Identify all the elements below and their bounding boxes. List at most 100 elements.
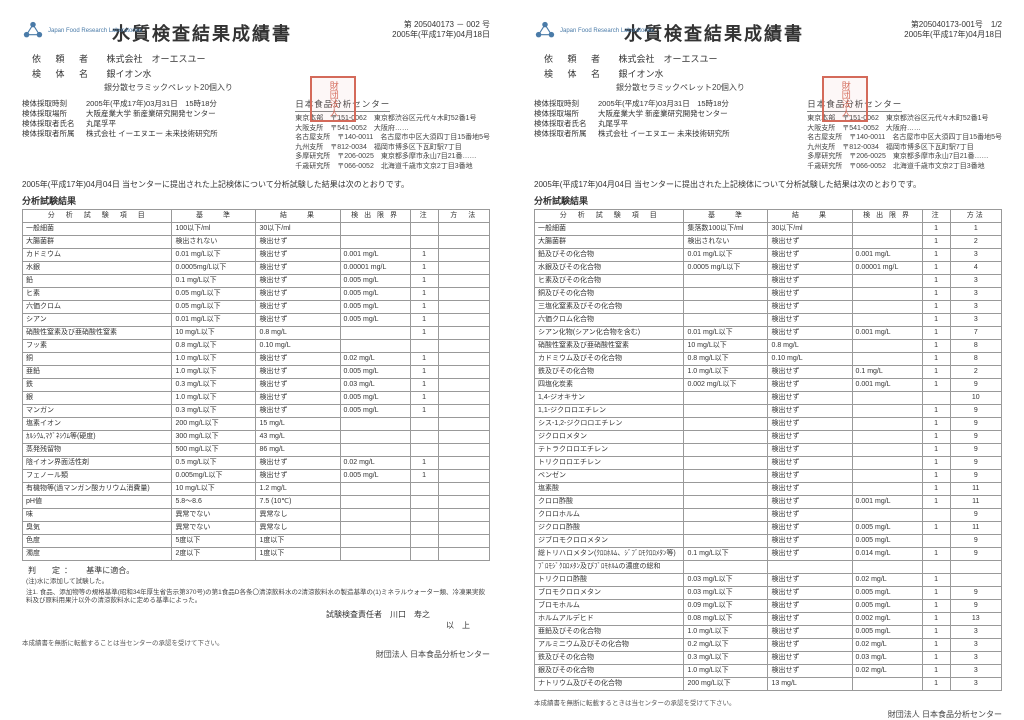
table-cell: 3 [950, 275, 1001, 288]
table-cell [410, 496, 438, 509]
table-cell: 検出せず [768, 327, 852, 340]
table-cell: 鉄及びその化合物 [535, 652, 684, 665]
table-cell: 3 [950, 314, 1001, 327]
table-cell: 9 [950, 535, 1001, 548]
table-cell: 検出せず [768, 483, 852, 496]
table-cell: 検出せず [768, 314, 852, 327]
table-row: pH値5.8～8.67.5 (10℃) [23, 496, 490, 509]
sample-label: 検 体 名 [32, 67, 104, 80]
table-cell [438, 483, 489, 496]
table-cell [340, 444, 410, 457]
table-cell: 1 [922, 301, 950, 314]
table-row: トリクロロエチレン検出せず19 [535, 457, 1002, 470]
table-cell [852, 392, 922, 405]
table-row: 六価クロム0.05 mg/L以下検出せず0.005 mg/L1 [23, 301, 490, 314]
table-cell: 0.005 mg/L [852, 587, 922, 600]
table-row: マンガン0.3 mg/L以下検出せず0.005 mg/L1 [23, 405, 490, 418]
sample-row: 検 体 名 銀イオン水 [544, 67, 1002, 80]
table-cell: 総トリハロメタン(ｸﾛﾛﾎﾙﾑ、ｼﾞﾌﾞﾛﾓｸﾛﾛﾒﾀﾝ等) [535, 548, 684, 561]
logo-text: Japan Food Research Laboratories [560, 28, 654, 35]
table-cell: カドミウム [23, 249, 172, 262]
table-row: 亜鉛1.0 mg/L以下検出せず0.005 mg/L1 [23, 366, 490, 379]
table-cell [438, 366, 489, 379]
table-cell: 0.005 mg/L [340, 405, 410, 418]
table-cell: 検出せず [768, 626, 852, 639]
table-cell: 1,4-ジオキサン [535, 392, 684, 405]
table-cell [410, 522, 438, 535]
table-cell: 異常でない [172, 522, 256, 535]
meta-key: 検体採取場所 [534, 109, 598, 119]
table-cell [852, 314, 922, 327]
table-cell: 1 [922, 613, 950, 626]
client-row: 依 頼 者 株式会社 オーエスユー [32, 52, 490, 65]
table-cell: 検出せず [768, 574, 852, 587]
address-line: 大阪支所 〒541-0052 大阪府…… [295, 124, 490, 133]
table-cell: 0.0005 mg/L以下 [684, 262, 768, 275]
footer-note: 本成績書を無断に転載することは当センターの承認を受けて下さい。 [22, 637, 490, 647]
intro-text: 2005年(平成17年)04月04日 当センターに提出された上記検体について分析… [534, 179, 1002, 190]
table-cell: 0.01 mg/L以下 [684, 249, 768, 262]
table-cell: 検出せず [768, 548, 852, 561]
table-row: 濁度2度以下1度以下 [23, 548, 490, 561]
table-cell: 鉛及びその化合物 [535, 249, 684, 262]
table-cell [852, 275, 922, 288]
certificate-sheet-2: Japan Food Research Laboratories 水質検査結果成… [520, 12, 1016, 660]
certificate-sheet-1: Japan Food Research Laboratories 水質検査結果成… [8, 12, 504, 660]
table-cell [684, 535, 768, 548]
table-cell: カドミウム及びその化合物 [535, 353, 684, 366]
table-cell [410, 236, 438, 249]
table-cell: 検出せず [768, 535, 852, 548]
table-cell [684, 444, 768, 457]
table-cell [922, 535, 950, 548]
address-line: 多摩研究所 〒206-0025 東京都多摩市永山7目21番…… [807, 152, 1002, 161]
table-cell [684, 496, 768, 509]
table-cell: 0.005 mg/L [340, 314, 410, 327]
table-cell: 1.0 mg/L以下 [172, 353, 256, 366]
table-cell: 1 [922, 548, 950, 561]
address-line: 千歳研究所 〒066-0052 北海道千歳市文京2丁目3番地 [807, 162, 1002, 171]
table-cell: ナトリウム及びその化合物 [535, 678, 684, 691]
table-cell [438, 444, 489, 457]
meta-left: 検体採取時刻2005年(平成17年)03月31日 15時18分検体採取場所大阪産… [22, 99, 218, 171]
footnote: (注)水に添加して試験した。 [26, 578, 490, 586]
table-cell [438, 262, 489, 275]
table-cell: 1.0 mg/L以下 [172, 392, 256, 405]
footer-note: 本成績書を無断に転載するときは当センターの承認を受けて下さい。 [534, 697, 1002, 707]
table-row: 三塩化窒素及びその化合物検出せず13 [535, 301, 1002, 314]
table-cell [438, 457, 489, 470]
table-row: 総トリハロメタン(ｸﾛﾛﾎﾙﾑ、ｼﾞﾌﾞﾛﾓｸﾛﾛﾒﾀﾝ等)0.1 mg/L以下… [535, 548, 1002, 561]
table-cell: 3 [950, 288, 1001, 301]
table-cell [852, 223, 922, 236]
table-cell: 検出せず [768, 652, 852, 665]
col-header: 方 法 [438, 210, 489, 223]
table-cell: 検出せず [256, 314, 340, 327]
table-cell [684, 314, 768, 327]
table-cell: 検出せず [768, 509, 852, 522]
table-cell: 0.0005mg/L以下 [172, 262, 256, 275]
table-cell [684, 470, 768, 483]
official-seal-icon: 財団法人 [822, 76, 868, 122]
table-cell [852, 418, 922, 431]
sample-value: 銀イオン水 [107, 69, 152, 79]
table-cell: 1.0 mg/L以下 [684, 366, 768, 379]
table-cell: 43 mg/L [256, 431, 340, 444]
table-cell: 5.8～8.6 [172, 496, 256, 509]
client-value: 株式会社 オーエスユー [619, 54, 718, 64]
table-cell: シアン [23, 314, 172, 327]
table-cell: 86 mg/L [256, 444, 340, 457]
meta-val: 株式会社 イーエヌエー 未来技術研究所 [598, 129, 730, 138]
table-cell: 1 [410, 366, 438, 379]
table-cell: 0.02 mg/L [852, 639, 922, 652]
col-header: 分 析 試 験 項 目 [535, 210, 684, 223]
table-cell: 9 [950, 457, 1001, 470]
table-cell: 検出せず [768, 496, 852, 509]
table-cell: 7.5 (10℃) [256, 496, 340, 509]
table-cell: 500 mg/L以下 [172, 444, 256, 457]
table-cell: 9 [950, 444, 1001, 457]
table-cell [340, 496, 410, 509]
meta-row: 検体採取者氏名丸尾孚平 [534, 119, 730, 129]
results-table: 分 析 試 験 項 目基 準結 果検 出 限 界注方 法 一般細菌100以下/m… [22, 209, 490, 561]
table-cell: フェノール類 [23, 470, 172, 483]
table-row: 大腸菌群検出されない検出せず [23, 236, 490, 249]
table-cell: 0.05 mg/L以下 [172, 288, 256, 301]
